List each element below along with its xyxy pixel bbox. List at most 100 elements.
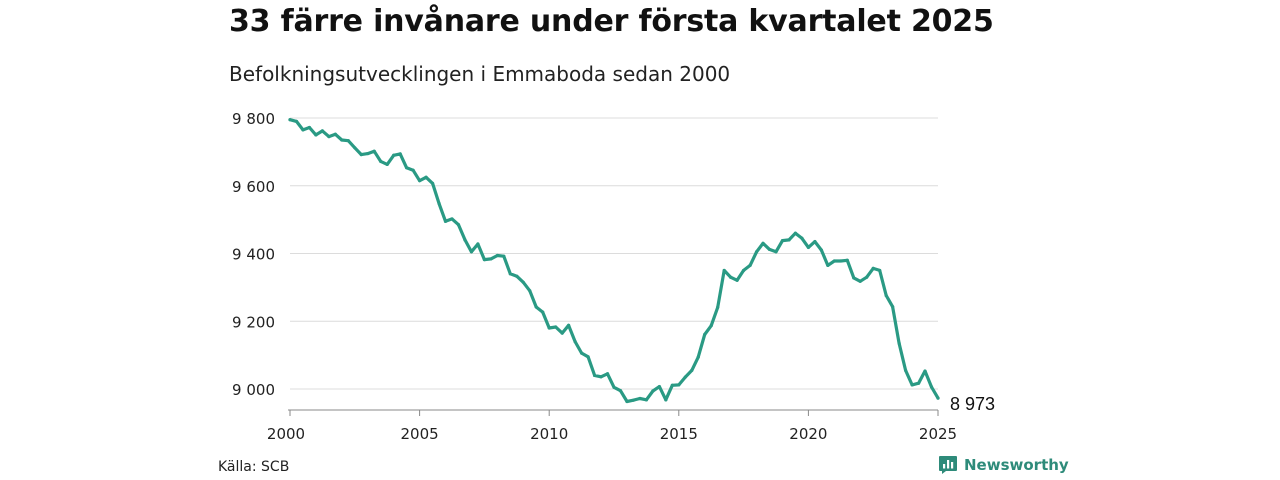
data-point: [599, 375, 603, 379]
data-point: [567, 323, 571, 327]
data-point: [521, 280, 525, 284]
data-point: [547, 326, 551, 330]
data-point: [392, 153, 396, 157]
data-point: [916, 381, 921, 385]
data-point: [554, 325, 558, 329]
data-point: [904, 368, 908, 372]
data-point: [294, 119, 299, 123]
data-point: [631, 398, 636, 402]
data-point: [929, 385, 934, 389]
data-point: [910, 383, 914, 387]
brand-name: Newsworthy: [964, 456, 1069, 474]
data-point: [502, 254, 506, 258]
x-tick-label: 2015: [660, 425, 698, 443]
data-point: [761, 241, 765, 245]
data-point: [592, 373, 597, 378]
data-point: [346, 139, 350, 143]
data-point: [508, 272, 512, 276]
data-point: [742, 268, 746, 273]
data-point: [398, 152, 402, 156]
y-tick-label: 9 600: [232, 178, 275, 196]
end-value-label: 8 973: [950, 394, 995, 414]
data-point: [754, 250, 759, 254]
bar-chart-icon: [939, 456, 957, 474]
data-point: [379, 159, 383, 163]
data-point: [573, 339, 577, 344]
newsworthy-logo[interactable]: Newsworthy: [938, 455, 1069, 475]
data-point: [586, 355, 590, 359]
data-point: [806, 245, 811, 250]
data-point: [670, 383, 674, 387]
data-point: [405, 166, 409, 170]
data-point: [936, 396, 940, 400]
data-point: [852, 276, 856, 280]
data-point: [320, 129, 324, 133]
x-tick-label: 2025: [919, 425, 957, 443]
y-tick-label: 9 200: [232, 313, 275, 331]
data-point: [515, 274, 519, 278]
data-point: [832, 259, 836, 263]
data-point: [664, 398, 668, 402]
data-point: [450, 217, 454, 221]
chart-subtitle: Befolkningsutvecklingen i Emmaboda sedan…: [229, 62, 731, 86]
data-point: [819, 248, 823, 252]
data-point: [709, 324, 713, 328]
data-point: [703, 332, 707, 337]
data-point: [463, 238, 467, 242]
x-tick-label: 2000: [267, 425, 305, 443]
data-point: [748, 263, 752, 267]
data-point: [871, 266, 875, 271]
data-point: [696, 355, 700, 359]
data-point: [651, 389, 655, 393]
data-point: [366, 151, 370, 156]
data-point: [690, 368, 694, 372]
data-point: [735, 278, 739, 282]
data-point: [489, 257, 493, 261]
x-tick-label: 2005: [401, 425, 439, 443]
data-point: [618, 389, 623, 393]
data-point: [839, 259, 843, 263]
data-point: [430, 181, 435, 185]
data-point: [437, 201, 441, 205]
data-point: [411, 168, 415, 172]
x-tick-label: 2010: [530, 425, 568, 443]
data-point: [683, 375, 687, 379]
data-point: [359, 152, 363, 157]
data-point: [443, 219, 448, 223]
data-point: [716, 305, 720, 309]
data-point: [560, 331, 564, 335]
data-point: [722, 268, 726, 273]
line-chart: 9 000 9 200 9 400 9 600 9 800 2000 2005 2010 201…: [232, 110, 995, 443]
y-tick-label: 9 400: [232, 246, 275, 264]
data-point: [476, 242, 480, 246]
data-point: [333, 132, 337, 136]
data-point: [327, 135, 331, 139]
data-point: [923, 369, 927, 373]
data-point: [729, 275, 733, 279]
data-point: [353, 146, 357, 150]
x-tick-label: 2020: [789, 425, 827, 443]
data-point: [625, 399, 629, 404]
data-point: [638, 396, 642, 401]
data-point: [528, 289, 532, 293]
source-label: Källa: SCB: [218, 459, 290, 475]
data-point: [612, 385, 616, 389]
data-point: [469, 250, 474, 254]
data-point: [644, 398, 649, 402]
data-point: [288, 118, 292, 122]
data-point: [767, 247, 772, 252]
data-point: [787, 238, 791, 242]
data-point: [495, 253, 499, 258]
data-point: [800, 236, 804, 240]
data-point: [891, 305, 895, 309]
data-point: [372, 149, 376, 153]
data-point: [307, 125, 312, 130]
y-tick-label: 9 000: [232, 381, 275, 399]
data-point: [878, 268, 882, 273]
data-point: [534, 305, 538, 309]
data-point: [826, 263, 830, 267]
data-point: [897, 341, 901, 345]
data-point: [482, 257, 486, 262]
data-point: [424, 175, 428, 179]
data-point: [774, 250, 778, 254]
